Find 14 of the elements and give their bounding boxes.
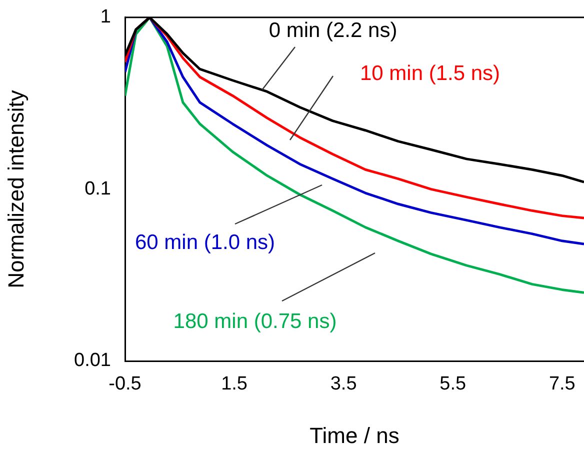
y-axis-title: Normalized intensity bbox=[3, 90, 28, 288]
text: 10 min (1.5 ns) bbox=[360, 62, 500, 85]
x-tick-label: 1.5 bbox=[221, 374, 248, 395]
x-tick-label: -0.5 bbox=[108, 374, 142, 395]
text: 0 min (2.2 ns) bbox=[268, 18, 398, 42]
y-tick-label: 0.01 bbox=[74, 350, 111, 372]
x-tick-label: 5.5 bbox=[440, 374, 466, 395]
x-axis-title: Time / ns bbox=[310, 422, 400, 448]
text: 60 min (1.0 ns) bbox=[134, 230, 276, 254]
text: 180 min (0.75 ns) bbox=[173, 310, 337, 333]
x-tick-label: 7.5 bbox=[548, 374, 576, 395]
y-tick-label: 0.1 bbox=[84, 178, 111, 200]
y-tick-label: 1 bbox=[100, 6, 111, 28]
x-tick-label: 3.5 bbox=[330, 374, 357, 395]
